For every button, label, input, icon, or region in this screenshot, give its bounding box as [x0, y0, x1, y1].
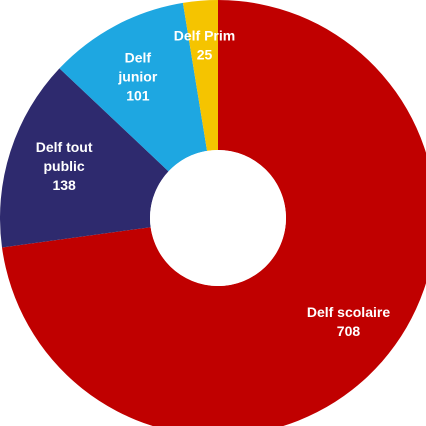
- slice-name-label: Delf Prim: [174, 28, 235, 44]
- slice-label-0: Delf scolaire 708: [307, 304, 390, 339]
- slice-value-label: 708: [337, 323, 361, 339]
- donut-slice-3: [182, 0, 218, 151]
- slice-name-label: junior: [117, 69, 157, 85]
- slice-label-3: Delf Prim 25: [174, 28, 235, 63]
- slice-value-label: 138: [52, 177, 76, 193]
- slice-name-label: Delf scolaire: [307, 304, 390, 320]
- slice-name-label: Delf tout: [36, 139, 93, 155]
- slice-name-label: Delf: [125, 50, 152, 66]
- donut-slice-2: [59, 2, 208, 172]
- slice-label-1: Delf tout public 138: [36, 139, 93, 193]
- donut-hole: [150, 150, 286, 286]
- slice-value-label: 101: [126, 88, 150, 104]
- donut-slice-1: [0, 68, 169, 248]
- slice-label-2: Delf junior 101: [117, 50, 157, 104]
- slice-name-label: public: [44, 158, 85, 174]
- slice-value-label: 25: [197, 47, 213, 63]
